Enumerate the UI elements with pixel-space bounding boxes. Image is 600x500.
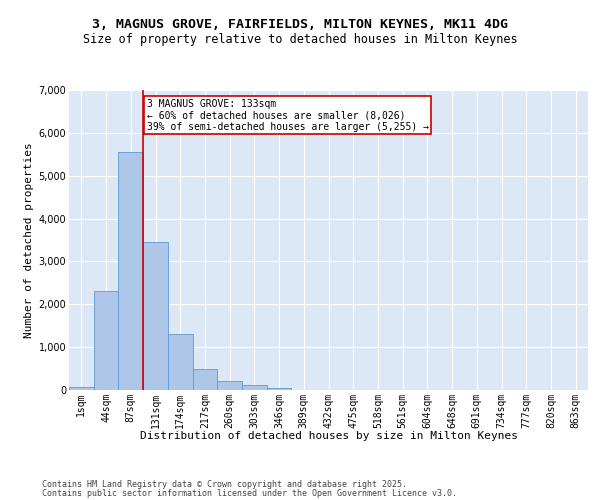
Text: 3, MAGNUS GROVE, FAIRFIELDS, MILTON KEYNES, MK11 4DG: 3, MAGNUS GROVE, FAIRFIELDS, MILTON KEYN… <box>92 18 508 30</box>
Bar <box>69 387 94 390</box>
Bar <box>267 388 292 390</box>
Bar <box>217 382 242 390</box>
Bar <box>168 334 193 390</box>
Bar <box>242 385 267 390</box>
Bar <box>143 242 168 390</box>
Text: Contains HM Land Registry data © Crown copyright and database right 2025.: Contains HM Land Registry data © Crown c… <box>42 480 407 489</box>
Bar <box>94 292 118 390</box>
Text: Contains public sector information licensed under the Open Government Licence v3: Contains public sector information licen… <box>42 490 457 498</box>
Bar <box>118 152 143 390</box>
Text: 3 MAGNUS GROVE: 133sqm
← 60% of detached houses are smaller (8,026)
39% of semi-: 3 MAGNUS GROVE: 133sqm ← 60% of detached… <box>147 98 429 132</box>
Text: Size of property relative to detached houses in Milton Keynes: Size of property relative to detached ho… <box>83 32 517 46</box>
Y-axis label: Number of detached properties: Number of detached properties <box>25 142 34 338</box>
Bar <box>193 368 217 390</box>
X-axis label: Distribution of detached houses by size in Milton Keynes: Distribution of detached houses by size … <box>139 431 517 441</box>
